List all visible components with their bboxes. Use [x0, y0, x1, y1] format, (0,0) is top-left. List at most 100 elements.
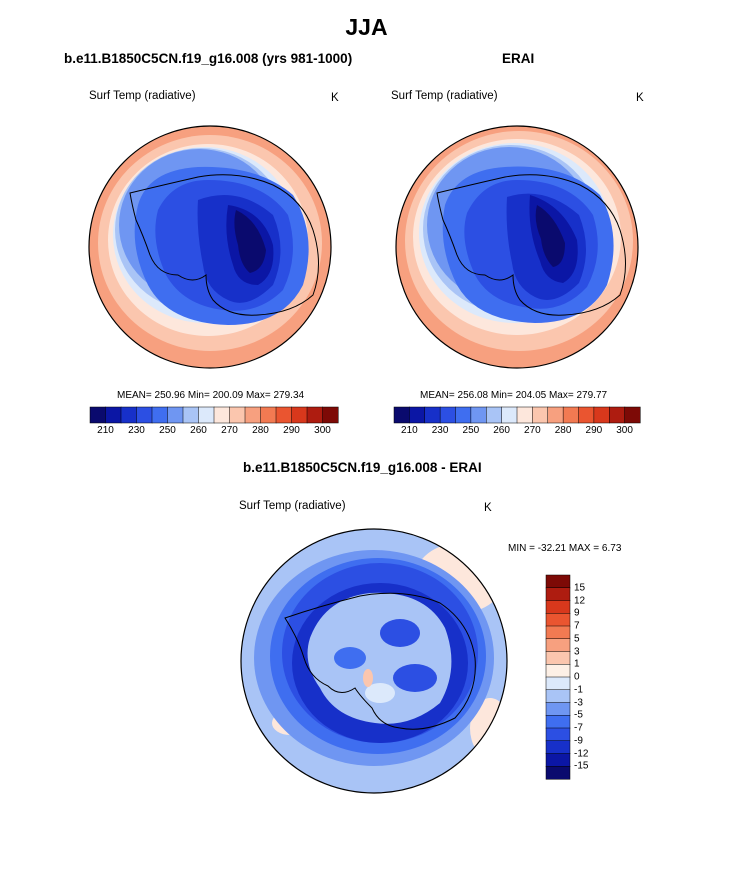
- panel1-variable: Surf Temp (radiative): [89, 90, 196, 102]
- panel2-colorbar-box: [562, 406, 580, 424]
- panel1-title: b.e11.B1850C5CN.f19_g16.008 (yrs 981-100…: [64, 51, 353, 66]
- panel2-colorbar-box: [393, 406, 410, 424]
- panel3-fill-cold-patch-2: [334, 647, 366, 669]
- panel1-colorbar-tick: 270: [221, 425, 238, 436]
- panel2-colorbar-box: [439, 406, 457, 424]
- panel1-colorbar-tick: 250: [159, 425, 176, 436]
- panel1-map-border: [88, 125, 332, 369]
- panel1-colorbar-box: [260, 406, 277, 424]
- panel1-colorbar-box: [182, 406, 200, 424]
- panel3-coastline: [284, 592, 476, 730]
- panel3-colorbar-box: [545, 740, 571, 755]
- panel3-colorbar-tick: -9: [574, 735, 583, 747]
- panel3-colorbar-tick: 1: [574, 658, 580, 670]
- panel3-colorbar-tick: 15: [574, 582, 586, 594]
- panel3-colorbar-box: [545, 715, 571, 729]
- panel1-colorbar-box: [120, 406, 138, 424]
- panel3-colorbar: [545, 574, 571, 780]
- panel2-stats: MEAN= 256.08 Min= 204.05 Max= 279.77: [420, 390, 608, 401]
- panel1-coastline: [129, 174, 319, 316]
- panel2-colorbar-box: [486, 406, 503, 424]
- panel3-colorbar-tick: 12: [574, 595, 586, 606]
- panel2-colorbar-tick: 280: [554, 425, 572, 436]
- panel2-colorbar-labels: 210 230 250 260 270 280 290 300: [394, 425, 640, 439]
- panel3-colorbar-box: [545, 613, 571, 627]
- panel3-colorbar-tick: 7: [574, 620, 580, 632]
- panel2-colorbar-tick: 270: [524, 425, 541, 436]
- panel3-colorbar-box: [545, 587, 571, 602]
- panel2-colorbar-box: [501, 406, 518, 424]
- panel3-colorbar-tick: 0: [574, 671, 580, 683]
- panel3-colorbar-box: [545, 651, 571, 665]
- panel3-colorbar-box: [545, 574, 571, 589]
- panel2-colorbar-tick: 290: [585, 425, 603, 436]
- panel1-colorbar-tick: 300: [314, 425, 331, 436]
- panel3-fill-warm-spot: [363, 669, 373, 687]
- panel2-colorbar-tick: 250: [462, 425, 480, 436]
- panel1-colorbar: [89, 406, 339, 424]
- panel1-colorbar-tick: 290: [283, 425, 300, 436]
- panel3-colorbar-tick: -3: [574, 697, 583, 708]
- panel1-colorbar-box: [229, 406, 246, 424]
- panel1-colorbar-box: [105, 406, 122, 424]
- panel3-colorbar-box: [545, 638, 571, 653]
- panel2-coastline: [436, 174, 626, 316]
- panel3-colorbar-box: [545, 664, 571, 678]
- panel1-colorbar-box: [291, 406, 308, 424]
- panel3-colorbar-box: [545, 753, 571, 767]
- panel2-units: K: [636, 92, 644, 104]
- panel2-colorbar-box: [547, 406, 564, 424]
- panel1-colorbar-tick: 230: [128, 425, 145, 436]
- panel3-colorbar-box: [545, 689, 571, 704]
- panel2-map-border: [395, 125, 639, 369]
- panel1-colorbar-tick: 260: [190, 425, 207, 436]
- panel2-colorbar-tick: 230: [431, 425, 449, 436]
- panel3-variable: Surf Temp (radiative): [239, 500, 346, 512]
- panel2-variable: Surf Temp (radiative): [391, 90, 498, 102]
- panel3-colorbar-tick: -5: [574, 709, 583, 721]
- panel1-colorbar-box: [244, 406, 262, 424]
- panel2-colorbar-tick: 260: [493, 425, 510, 436]
- panel1-colorbar-tick: 280: [252, 425, 269, 436]
- panel2-title: ERAI: [502, 51, 535, 66]
- panel2-colorbar-box: [624, 406, 641, 424]
- panel1-colorbar-box: [136, 406, 153, 424]
- panel3-colorbar-box: [545, 600, 571, 614]
- panel1-colorbar-box: [198, 406, 215, 424]
- panel3-colorbar-box: [545, 702, 571, 716]
- panel3-colorbar-tick: -7: [574, 722, 583, 734]
- panel2-colorbar-tick: 300: [616, 425, 633, 436]
- panel1-colorbar-box: [151, 406, 169, 424]
- panel3-colorbar-tick: -15: [574, 760, 589, 772]
- panel3-colorbar-tick: -12: [574, 748, 589, 759]
- panel1-colorbar-box: [89, 406, 107, 424]
- panel2-colorbar: [393, 406, 641, 424]
- panel2-colorbar-tick: 210: [401, 425, 418, 436]
- panel3-stats: MIN = -32.21 MAX = 6.73: [508, 543, 622, 554]
- panel2-map: [395, 125, 639, 369]
- panel3-map: [240, 528, 508, 794]
- panel3-colorbar-box: [545, 766, 571, 780]
- panel2-colorbar-box: [593, 406, 610, 424]
- panel3-title: b.e11.B1850C5CN.f19_g16.008 - ERAI: [243, 460, 482, 475]
- panel3-colorbar-tick: 5: [574, 633, 580, 645]
- panel1-colorbar-box: [213, 406, 231, 424]
- panel1-colorbar-box: [306, 406, 324, 424]
- panel3-colorbar-tick: 9: [574, 607, 580, 619]
- panel2-colorbar-box: [455, 406, 472, 424]
- panel1-colorbar-labels: 210 230 250 260 270 280 290 300: [90, 425, 338, 439]
- panel1-map: [88, 125, 332, 369]
- panel1-colorbar-box: [275, 406, 293, 424]
- panel3-fill-near-zero: [365, 683, 395, 703]
- panel1-colorbar-box: [322, 406, 339, 424]
- panel2-colorbar-box: [470, 406, 487, 424]
- figure-title: JJA: [345, 14, 388, 40]
- panel2-colorbar-box: [424, 406, 441, 424]
- panel1-colorbar-box: [167, 406, 184, 424]
- panel3-fill-cold-patch-1: [380, 619, 420, 647]
- panel2-colorbar-box: [409, 406, 426, 424]
- panel3-colorbar-tick: -1: [574, 684, 583, 696]
- panel2-colorbar-box: [609, 406, 626, 424]
- panel3-colorbar-labels: 15 12 9 7 5 3 1 0 -1 -3 -5 -7 -9 -12 -15: [574, 575, 614, 779]
- panel3-colorbar-box: [545, 727, 571, 742]
